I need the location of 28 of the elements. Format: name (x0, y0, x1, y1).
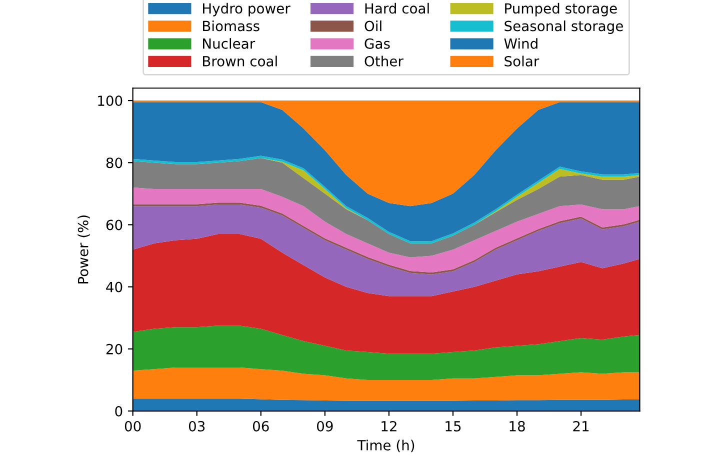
y-tick-label: 20 (106, 344, 122, 354)
legend-label: Brown coal (203, 56, 277, 66)
y-axis-title: Power (%) (78, 216, 90, 284)
x-tick-label: 18 (510, 420, 525, 432)
x-tick-label: 00 (124, 420, 141, 432)
legend-label: Gas (364, 38, 390, 49)
x-tick-label: 03 (188, 420, 205, 432)
legend-label: Seasonal storage (504, 20, 623, 34)
legend-label: Hard coal (365, 2, 429, 14)
legend-label: Oil (364, 20, 382, 32)
y-tick-label: 100 (98, 96, 122, 106)
x-axis-title: Time (h) (357, 440, 414, 452)
y-tick-label: 60 (106, 220, 122, 230)
x-tick-label: 06 (252, 420, 269, 432)
legend-label: Biomass (203, 20, 260, 32)
legend-label: Wind (504, 38, 538, 49)
legend-label: Nuclear (203, 38, 256, 49)
legend-label: Hydro power (203, 2, 290, 16)
legend-label: Pumped storage (505, 2, 617, 16)
y-tick-label: 40 (106, 282, 122, 292)
x-tick-label: 12 (382, 420, 396, 432)
x-tick-label: 15 (446, 421, 461, 432)
legend-label: Other (364, 56, 404, 66)
y-tick-label: 0 (115, 406, 122, 416)
legend-label: Solar (504, 56, 540, 66)
x-tick-label: 21 (573, 420, 589, 432)
x-tick-label: 09 (317, 420, 333, 432)
y-tick-label: 80 (106, 158, 122, 168)
